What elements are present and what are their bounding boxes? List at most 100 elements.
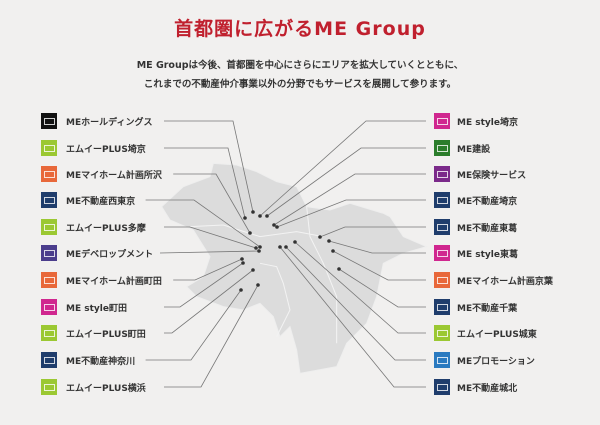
location-dot	[337, 267, 341, 271]
company-label: MEマイホーム計画京葉	[457, 276, 553, 287]
my-home-logo-icon	[41, 272, 57, 288]
company-label: ME不動産神奈川	[66, 356, 136, 367]
me-kensetsu-logo-icon	[434, 140, 450, 156]
location-dot	[327, 239, 331, 243]
me-fudosan-logo-icon	[434, 379, 450, 395]
leader-line	[164, 269, 254, 334]
location-dot	[331, 249, 335, 253]
me-fudosan-logo-icon	[434, 299, 450, 315]
company-label: MEデベロップメント	[66, 249, 154, 260]
company-label: MEマイホーム計画所沢	[66, 170, 162, 181]
me-hoken-logo-icon	[434, 166, 450, 182]
location-dot	[318, 235, 322, 239]
leader-line	[294, 241, 426, 334]
company-label: MEマイホーム計画町田	[66, 276, 162, 287]
company-item[interactable]: ME保険サービス	[434, 166, 526, 182]
company-item[interactable]: ME style埼京	[434, 113, 518, 129]
location-dot	[239, 288, 243, 292]
my-home-logo-icon	[41, 166, 57, 182]
leader-line	[259, 120, 426, 217]
company-item[interactable]: ME不動産西東京	[41, 192, 135, 208]
lead-text: ME Groupは今後、首都圏を中心にさらにエリアを拡大していくとともに、 これ…	[0, 56, 600, 94]
leader-line	[328, 240, 426, 254]
location-dot	[265, 214, 269, 218]
my-home-logo-icon	[434, 272, 450, 288]
company-label: エムイーPLUS町田	[66, 329, 146, 340]
company-item[interactable]: エムイーPLUS多摩	[41, 219, 146, 235]
leader-line	[332, 250, 426, 281]
leader-line	[276, 199, 426, 228]
company-item[interactable]: ME不動産埼京	[434, 192, 517, 208]
company-item[interactable]: ME不動産千葉	[434, 299, 517, 315]
location-dot	[257, 249, 261, 253]
company-item[interactable]: ME建設	[434, 140, 490, 156]
company-label: ME不動産東葛	[457, 223, 518, 234]
leader-line	[164, 120, 254, 213]
location-dot	[248, 231, 252, 235]
me-style-logo-icon	[434, 113, 450, 129]
company-item[interactable]: MEデベロップメント	[41, 245, 153, 261]
leader-line	[164, 284, 259, 388]
company-label: エムイーPLUS埼京	[66, 144, 146, 155]
company-label: MEホールディングス	[66, 117, 153, 128]
me-plus-logo-icon	[41, 325, 57, 341]
leader-line	[173, 173, 251, 234]
location-dot	[272, 223, 276, 227]
company-item[interactable]: MEマイホーム計画京葉	[434, 272, 553, 288]
location-dot	[256, 283, 260, 287]
company-item[interactable]: エムイーPLUS城東	[434, 325, 537, 341]
leader-line	[145, 199, 261, 248]
company-item[interactable]: エムイーPLUS町田	[41, 325, 146, 341]
company-label: エムイーPLUS城東	[457, 329, 537, 340]
me-fudosan-logo-icon	[41, 192, 57, 208]
company-label: ME不動産千葉	[457, 303, 518, 314]
company-label: ME不動産西東京	[66, 196, 136, 207]
company-item[interactable]: MEプロモーション	[434, 352, 535, 368]
company-label: ME style埼京	[457, 117, 518, 128]
leader-line	[319, 226, 426, 238]
location-dot	[241, 261, 245, 265]
me-plus-logo-icon	[41, 140, 57, 156]
company-item[interactable]: MEマイホーム計画所沢	[41, 166, 162, 182]
leader-line	[266, 147, 426, 217]
location-dot	[254, 246, 258, 250]
me-plus-logo-icon	[41, 379, 57, 395]
company-item[interactable]: ME style町田	[41, 299, 127, 315]
company-label: ME不動産埼京	[457, 196, 518, 207]
company-item[interactable]: ME不動産東葛	[434, 219, 517, 235]
company-item[interactable]: ME不動産城北	[434, 379, 517, 395]
company-item[interactable]: ME不動産神奈川	[41, 352, 135, 368]
map-border-lines	[189, 206, 338, 344]
map-region	[161, 162, 429, 374]
leader-line	[173, 258, 243, 281]
location-dot	[284, 245, 288, 249]
lead-line-1: ME Groupは今後、首都圏を中心にさらにエリアを拡大していくとともに、	[136, 60, 464, 71]
company-label: ME style東葛	[457, 249, 518, 260]
company-label: エムイーPLUS横浜	[66, 383, 146, 394]
company-item[interactable]: MEマイホーム計画町田	[41, 272, 162, 288]
location-dot	[275, 225, 279, 229]
me-style-logo-icon	[434, 245, 450, 261]
me-plus-logo-icon	[41, 219, 57, 235]
leader-line	[164, 262, 244, 308]
location-dot	[258, 214, 262, 218]
leader-line	[285, 246, 426, 361]
me-promotion-logo-icon	[434, 352, 450, 368]
leader-line	[159, 250, 260, 254]
location-dot	[251, 210, 255, 214]
company-label: ME不動産城北	[457, 383, 518, 394]
company-item[interactable]: ME style東葛	[434, 245, 518, 261]
lead-line-2: これまでの不動産仲介事業以外の分野でもサービスを展開して参ります。	[143, 79, 457, 90]
me-style-logo-icon	[41, 299, 57, 315]
company-item[interactable]: エムイーPLUS横浜	[41, 379, 146, 395]
location-dot	[258, 245, 262, 249]
me-holdings-logo-icon	[41, 113, 57, 129]
company-label: エムイーPLUS多摩	[66, 223, 146, 234]
location-dot	[243, 216, 247, 220]
company-label: ME style町田	[66, 303, 127, 314]
company-item[interactable]: MEホールディングス	[41, 113, 152, 129]
leader-line	[279, 246, 426, 388]
me-development-logo-icon	[41, 245, 57, 261]
company-item[interactable]: エムイーPLUS埼京	[41, 140, 146, 156]
